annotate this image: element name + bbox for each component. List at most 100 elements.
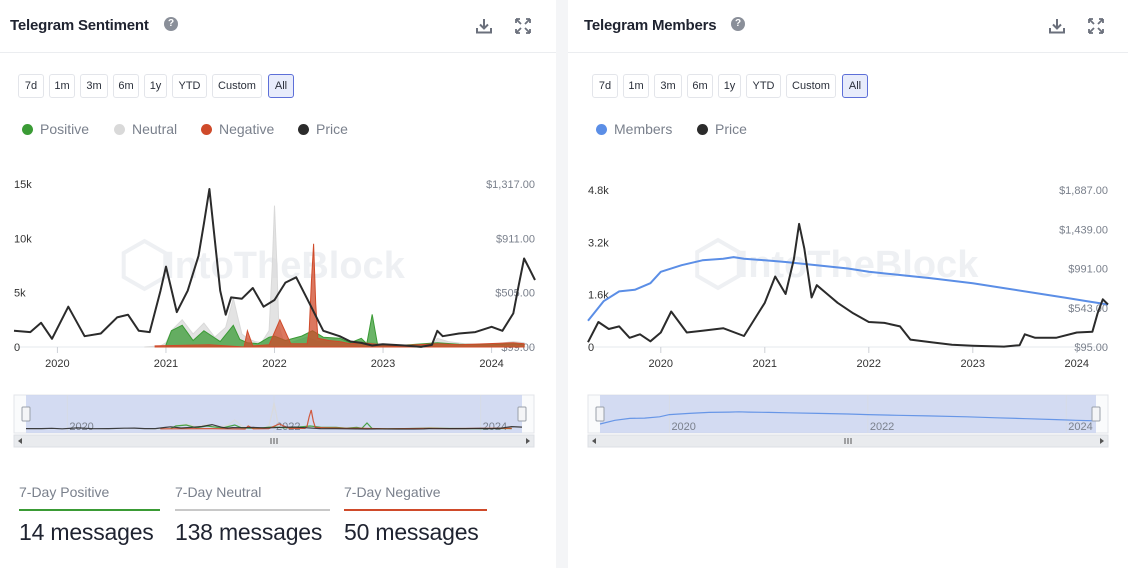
watermark-logo-icon <box>695 237 741 291</box>
y-right-tick-label: $911.00 <box>496 233 535 245</box>
range-7d-button[interactable]: 7d <box>18 74 44 98</box>
legend-dot <box>22 124 33 135</box>
range-3m-button[interactable]: 3m <box>80 74 108 98</box>
scroll-grip-icon <box>844 438 852 444</box>
stat-underline <box>19 509 160 511</box>
positive-series-area <box>165 314 525 348</box>
panel-header: Telegram Members ? <box>568 0 1128 53</box>
x-tick-label: 2023 <box>371 358 395 370</box>
negative-series-area <box>154 243 525 348</box>
legend-label: Price <box>316 121 348 137</box>
range-1y-button[interactable]: 1y <box>144 74 167 98</box>
stat-label: 7-Day Negative <box>344 484 441 500</box>
range-ytd-button[interactable]: YTD <box>746 74 781 98</box>
watermark-logo-icon <box>121 238 168 292</box>
legend-label: Negative <box>219 121 275 137</box>
scroll-left-icon <box>592 438 596 444</box>
sentiment-chart: IntoTheBlock05k10k15k$99.00$505.00$911.0… <box>13 179 536 448</box>
navigator-handle[interactable] <box>517 406 527 422</box>
y-right-tick-label: $991.00 <box>1068 264 1108 276</box>
legend-label: Positive <box>40 121 90 137</box>
x-tick-label: 2020 <box>649 358 673 370</box>
navigator-members-line <box>599 411 1097 425</box>
panel-header: Telegram Sentiment ? <box>0 0 556 53</box>
question-circle-icon[interactable]: ? <box>731 17 745 31</box>
price-series-line <box>587 222 1109 348</box>
sentiment-panel: Telegram Sentiment ? 7d 1m 3m 6m 1y YTD … <box>0 0 556 568</box>
range-1m-button[interactable]: 1m <box>49 74 75 98</box>
navigator-tick-label: 2020 <box>671 421 695 433</box>
navigator-tick-label: 2024 <box>1068 421 1092 433</box>
range-all-button[interactable]: All <box>842 74 868 98</box>
y-left-tick-label: 0 <box>588 342 594 354</box>
x-tick-label: 2021 <box>154 358 178 370</box>
stat-value: 50 messages <box>344 519 479 545</box>
stat-label: 7-Day Neutral <box>175 484 262 500</box>
watermark: IntoTheBlock <box>164 245 406 287</box>
x-tick-label: 2021 <box>753 358 777 370</box>
download-icon[interactable] <box>1047 16 1067 36</box>
x-tick-label: 2022 <box>857 358 881 370</box>
navigator-handle[interactable] <box>595 406 605 422</box>
x-tick-label: 2023 <box>961 358 985 370</box>
panel-title: Telegram Members <box>584 17 717 34</box>
navigator-tick-label: 2020 <box>69 421 93 433</box>
y-left-tick-label: 5k <box>14 288 26 300</box>
question-circle-icon[interactable]: ? <box>164 17 178 31</box>
y-left-tick-label: 10k <box>14 233 32 245</box>
expand-icon[interactable] <box>1086 16 1106 36</box>
y-left-tick-label: 15k <box>14 179 32 191</box>
range-7d-button[interactable]: 7d <box>592 74 618 98</box>
members-chart: IntoTheBlock01.6k3.2k4.8k$95.00$543.00$9… <box>587 185 1109 448</box>
navigator-handle[interactable] <box>1091 406 1101 422</box>
members-series-line <box>587 256 1109 322</box>
range-all-button[interactable]: All <box>268 74 294 98</box>
members-panel: Telegram Members ? 7d 1m 3m 6m 1y YTD Cu… <box>568 0 1128 568</box>
scroll-right-icon <box>1100 438 1104 444</box>
range-ytd-button[interactable]: YTD <box>172 74 207 98</box>
y-right-tick-label: $1,317.00 <box>486 179 535 191</box>
y-right-tick-label: $505.00 <box>495 288 535 300</box>
legend-dot <box>596 124 607 135</box>
legend-label: Members <box>614 121 673 137</box>
range-6m-button[interactable]: 6m <box>687 74 713 98</box>
range-custom-button[interactable]: Custom <box>212 74 262 98</box>
navigator-price-line <box>26 423 523 430</box>
y-left-tick-label: 1.6k <box>588 290 609 302</box>
stat-underline <box>175 509 330 511</box>
range-1y-button[interactable]: 1y <box>718 74 741 98</box>
range-custom-button[interactable]: Custom <box>786 74 836 98</box>
download-icon[interactable] <box>474 16 494 36</box>
stat-value: 138 messages <box>175 519 323 545</box>
scroll-left-icon <box>18 438 22 444</box>
range-3m-button[interactable]: 3m <box>654 74 682 98</box>
legend-dot <box>697 124 708 135</box>
range-6m-button[interactable]: 6m <box>113 74 139 98</box>
legend-dot <box>298 124 309 135</box>
legend-label: Price <box>715 121 747 137</box>
x-tick-label: 2024 <box>479 358 503 370</box>
y-right-tick-label: $95.00 <box>1074 342 1108 354</box>
navigator-handle[interactable] <box>21 406 31 422</box>
legend-dot <box>114 124 125 135</box>
y-left-tick-label: 3.2k <box>588 237 609 249</box>
legend-label: Neutral <box>132 121 178 137</box>
stat-underline <box>344 509 487 511</box>
range-1m-button[interactable]: 1m <box>623 74 649 98</box>
stat-value: 14 messages <box>19 519 154 545</box>
legend-dot <box>201 124 212 135</box>
navigator-tick-label: 2024 <box>483 421 507 433</box>
expand-icon[interactable] <box>513 16 533 36</box>
y-left-tick-label: 0 <box>14 342 20 354</box>
x-tick-label: 2024 <box>1065 358 1089 370</box>
price-series-line <box>13 188 536 348</box>
scroll-grip-icon <box>270 438 278 444</box>
scroll-right-icon <box>526 438 530 444</box>
navigator-tick-label: 2022 <box>870 421 894 433</box>
panel-title: Telegram Sentiment <box>10 17 149 34</box>
stat-label: 7-Day Positive <box>19 484 110 500</box>
y-right-tick-label: $1,439.00 <box>1059 224 1108 236</box>
y-left-tick-label: 4.8k <box>588 185 609 197</box>
y-right-tick-label: $1,887.00 <box>1059 185 1108 197</box>
x-tick-label: 2020 <box>45 358 69 370</box>
